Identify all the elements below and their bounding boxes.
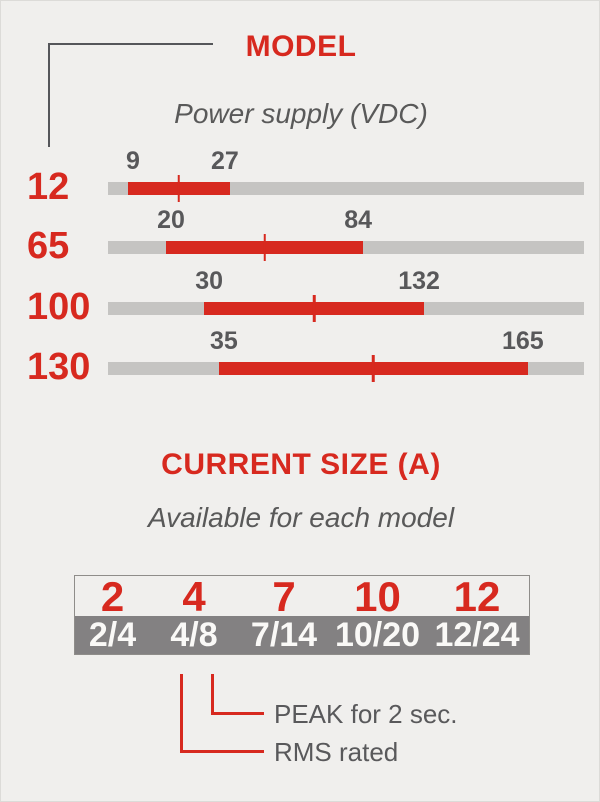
peak-size-cell: 12/24 — [425, 616, 529, 654]
peak-connector-horizontal — [211, 712, 264, 715]
range-min-label: 30 — [195, 267, 224, 295]
range-min-label: 20 — [157, 206, 185, 234]
peak-connector-vertical — [211, 674, 214, 715]
rms-size-cell: 2 — [100, 573, 125, 620]
model-label: 12 — [27, 166, 70, 208]
rms-connector-vertical — [180, 674, 183, 753]
rms-size-cell: 12 — [453, 573, 501, 620]
model-label: 130 — [27, 346, 91, 388]
peak-note: PEAK for 2 sec. — [274, 699, 458, 729]
range-max-label: 84 — [344, 206, 373, 234]
model-pointer-line-vertical — [48, 43, 50, 147]
rms-note: RMS rated — [274, 737, 399, 767]
range-min-label: 35 — [210, 327, 238, 355]
model-label: 100 — [27, 286, 91, 328]
peak-size-cell: 4/8 — [150, 616, 238, 654]
range-max-label: 27 — [210, 147, 239, 175]
peak-size-cell: 10/20 — [330, 616, 425, 654]
model-title: MODEL — [245, 30, 357, 63]
mid-range-tick — [372, 355, 375, 382]
peak-size-cell: 2/4 — [75, 616, 150, 654]
mid-range-tick — [312, 295, 316, 322]
model-label: 65 — [27, 225, 70, 267]
vdc-track: 35 165 — [108, 329, 584, 382]
peak-size-cell: 7/14 — [238, 616, 330, 654]
current-size-title: CURRENT SIZE (A) — [161, 448, 441, 481]
range-min-label: 9 — [126, 147, 140, 175]
availability-subtitle: Available for each model — [147, 502, 455, 533]
rms-size-cell: 7 — [272, 573, 296, 620]
current-size-table: 2 4 7 10 12 2/4 4/8 7/14 10/20 12/24 — [74, 575, 530, 655]
model-pointer-line-horizontal — [48, 43, 213, 45]
mid-range-tick — [177, 175, 181, 202]
range-max-label: 132 — [398, 267, 440, 295]
vdc-track: 20 84 — [108, 208, 584, 261]
mid-range-tick — [263, 234, 266, 261]
rms-connector-horizontal — [180, 750, 264, 753]
vdc-track: 9 27 — [108, 149, 584, 202]
range-max-label: 165 — [501, 327, 544, 355]
power-supply-subtitle: Power supply (VDC) — [174, 98, 428, 129]
rms-size-cell: 4 — [182, 573, 206, 620]
rms-size-cell: 10 — [354, 573, 401, 620]
vdc-track: 30 132 — [108, 269, 584, 322]
